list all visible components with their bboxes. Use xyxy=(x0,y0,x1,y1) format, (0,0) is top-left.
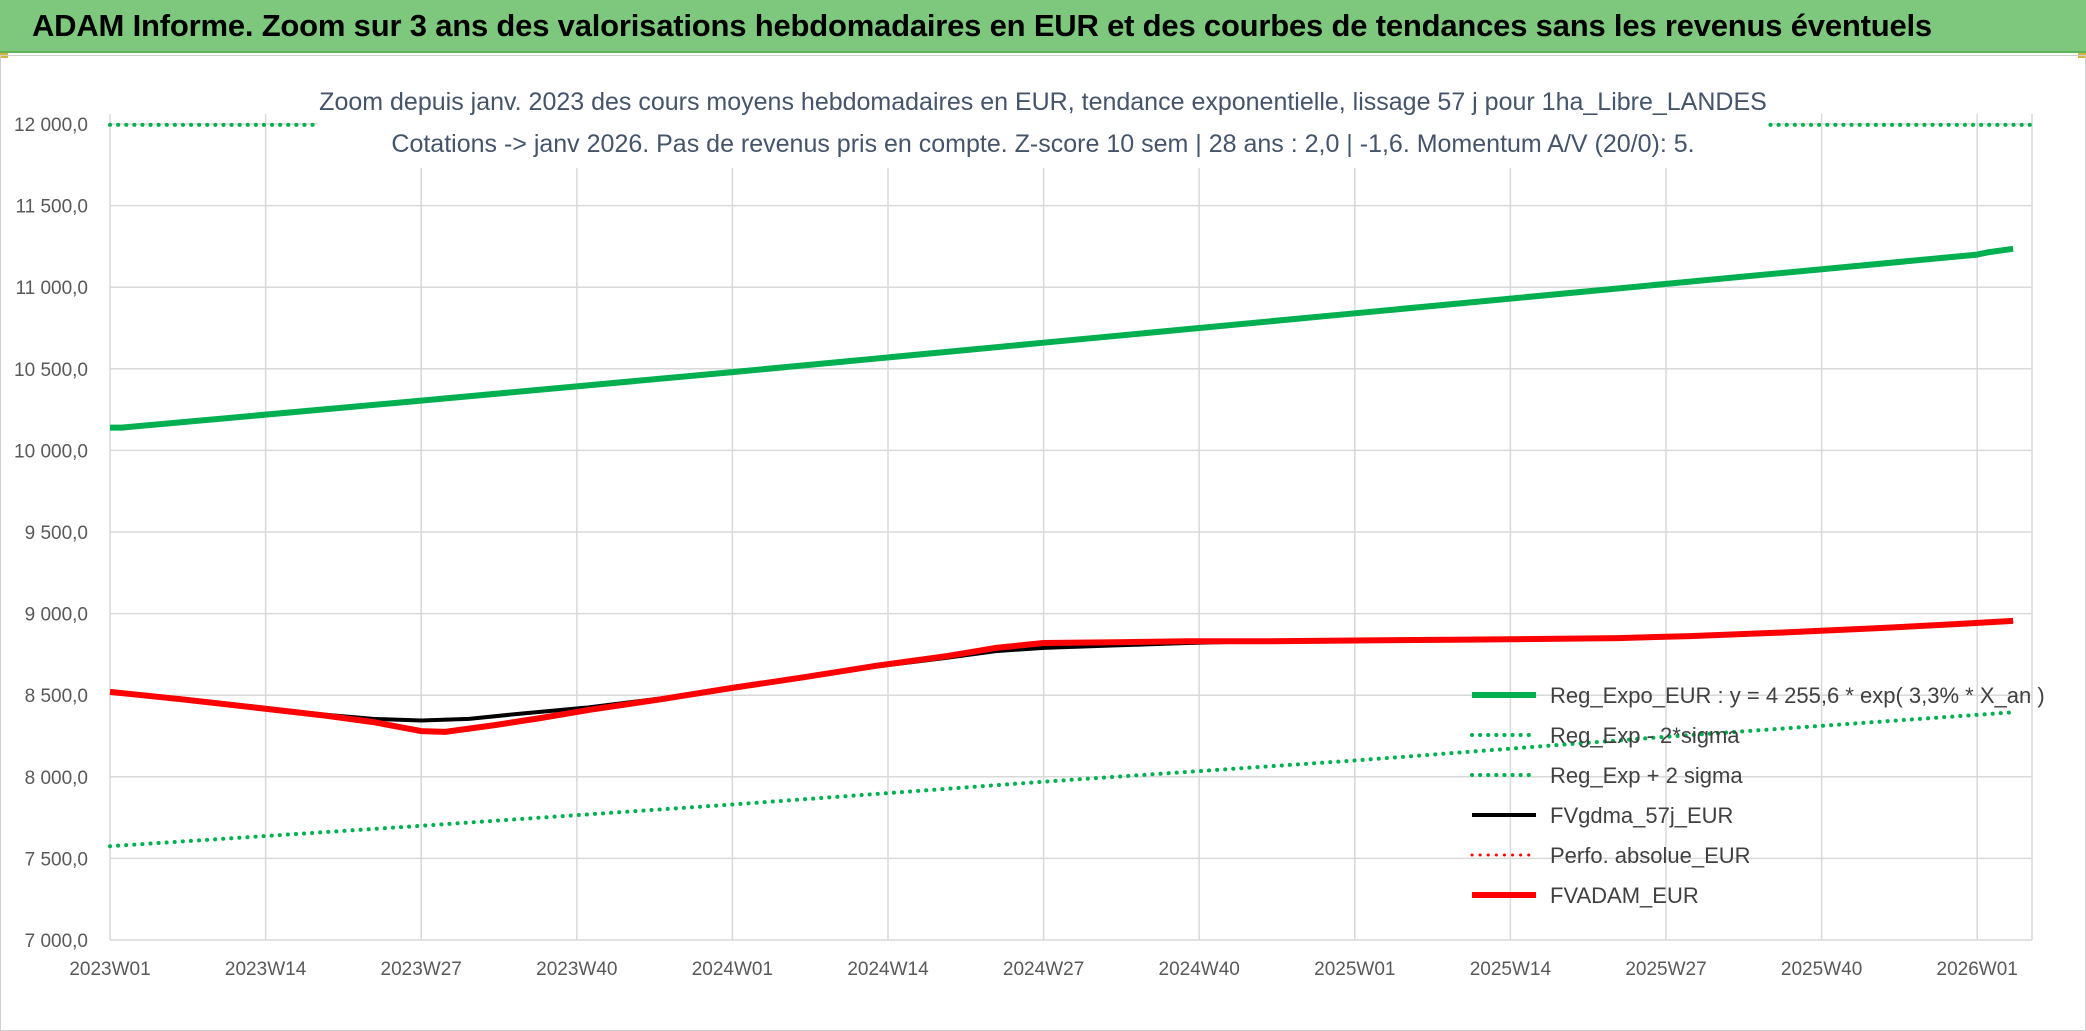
y-tick-label: 9 500,0 xyxy=(25,523,88,544)
x-tick-label: 2024W40 xyxy=(1159,959,1240,980)
x-tick-label: 2023W27 xyxy=(381,959,462,980)
series-line-5 xyxy=(109,617,2014,735)
x-tick-label: 2026W01 xyxy=(1937,959,2018,980)
chart-title: Zoom depuis janv. 2023 des cours moyens … xyxy=(318,78,1768,168)
y-tick-label: 7 000,0 xyxy=(25,931,88,952)
y-tick-label: 10 500,0 xyxy=(14,360,88,381)
x-tick-label: 2023W01 xyxy=(69,959,150,980)
x-tick-label: 2025W27 xyxy=(1625,959,1706,980)
series-layer xyxy=(108,122,2034,849)
x-tick-label: 2023W14 xyxy=(225,959,307,980)
y-tick-label: 10 000,0 xyxy=(14,441,88,462)
title-backdrop xyxy=(318,78,1768,168)
y-tick-label: 8 000,0 xyxy=(25,768,88,789)
y-tick-label: 12 000,0 xyxy=(14,115,88,136)
gridlines xyxy=(109,114,2033,941)
series-line-0 xyxy=(110,245,2014,431)
x-tick-label: 2024W27 xyxy=(1003,959,1084,980)
report-banner: ADAM Informe. Zoom sur 3 ans des valoris… xyxy=(0,0,2086,53)
legend-label: FVADAM_EUR xyxy=(1550,883,1699,908)
report-title: ADAM Informe. Zoom sur 3 ans des valoris… xyxy=(32,8,1932,43)
x-tick-label: 2025W14 xyxy=(1470,959,1552,980)
x-tick-label: 2025W01 xyxy=(1314,959,1395,980)
x-axis: 2023W01 2023W14 2023W27 2023W40 2024W01 2024W… xyxy=(69,959,2018,980)
x-tick-label: 2024W14 xyxy=(847,959,929,980)
y-tick-label: 7 500,0 xyxy=(25,849,88,870)
x-tick-label: 2025W40 xyxy=(1781,959,1862,980)
legend: Reg_Expo_EUR : y = 4 255,6 * exp( 3,3% *… xyxy=(1470,683,2045,908)
chart-title-line2: Cotations -> janv 2026. Pas de revenus p… xyxy=(391,130,1694,158)
y-tick-label: 11 000,0 xyxy=(15,278,88,299)
legend-label: Reg_Exp - 2*sigma xyxy=(1550,723,1740,748)
legend-label: Reg_Exp + 2 sigma xyxy=(1550,763,1743,788)
x-tick-label: 2024W01 xyxy=(692,959,773,980)
y-tick-label: 8 500,0 xyxy=(25,686,88,707)
y-tick-label: 11 500,0 xyxy=(15,197,88,218)
chart-title-line1: Zoom depuis janv. 2023 des cours moyens … xyxy=(319,88,1767,116)
legend-label: FVgdma_57j_EUR xyxy=(1550,803,1733,828)
y-axis: 7 000,0 7 500,0 8 000,0 8 500,0 9 000,0 9 500… xyxy=(14,115,88,952)
legend-label: Reg_Expo_EUR : y = 4 255,6 * exp( 3,3% *… xyxy=(1550,683,2045,708)
x-tick-label: 2023W40 xyxy=(536,959,617,980)
legend-label: Perfo. absolue_EUR xyxy=(1550,843,1751,868)
y-tick-label: 9 000,0 xyxy=(25,605,88,626)
